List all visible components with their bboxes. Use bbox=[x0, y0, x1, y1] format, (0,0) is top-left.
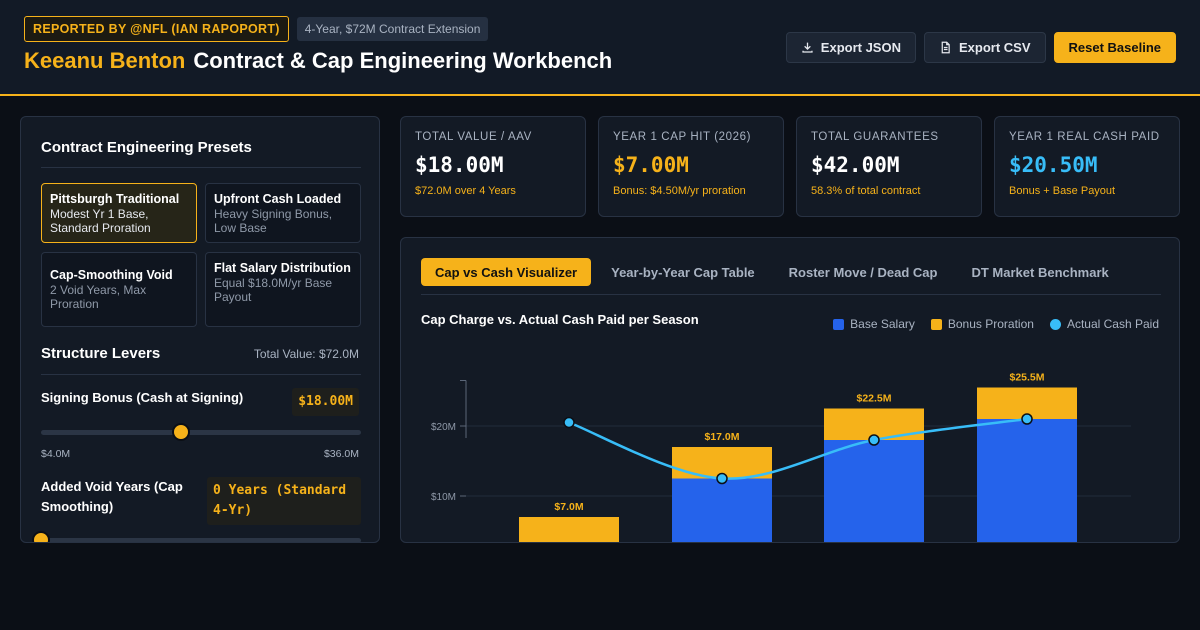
kpi-label: TOTAL VALUE / AAV bbox=[415, 131, 532, 143]
signing-bonus-min: $4.0M bbox=[41, 448, 71, 460]
kpi-total-value: TOTAL VALUE / AAV $18.00M $72.0M over 4 … bbox=[400, 116, 586, 217]
legend-swatch-base bbox=[833, 318, 845, 330]
legend-label: Base Salary bbox=[850, 317, 915, 331]
left-panel: Contract Engineering Presets Pittsburgh … bbox=[20, 116, 380, 543]
bar-total-label: $22.5M bbox=[856, 393, 891, 405]
void-years-value: 0 Years (Standard 4-Yr) bbox=[207, 477, 361, 525]
kpi-total-guarantees: TOTAL GUARANTEES $42.00M 58.3% of total … bbox=[796, 116, 982, 217]
tab-cap-table[interactable]: Year-by-Year Cap Table bbox=[611, 264, 755, 280]
legend-label: Actual Cash Paid bbox=[1066, 317, 1159, 331]
bar-base-salary bbox=[824, 440, 924, 542]
download-icon bbox=[802, 42, 813, 53]
levers-title: Structure Levers bbox=[41, 345, 161, 362]
legend-actual-cash[interactable]: Actual Cash Paid bbox=[1049, 317, 1159, 331]
export-csv-button[interactable]: Export CSV bbox=[923, 32, 1046, 63]
signing-bonus-max: $36.0M bbox=[323, 448, 359, 460]
app-header: REPORTED BY @NFL (IAN RAPOPORT) 4-Year, … bbox=[0, 0, 1200, 96]
workbench-title: Contract & Cap Engineering Workbench bbox=[193, 48, 613, 73]
preset-cap-smoothing-void[interactable]: Cap-Smoothing Void 2 Void Years, Max Pro… bbox=[41, 252, 197, 327]
cash-paid-point bbox=[716, 472, 728, 485]
kpi-sub: Bonus + Base Payout bbox=[1009, 185, 1116, 197]
signing-bonus-label: Signing Bonus (Cash at Signing) bbox=[41, 390, 244, 405]
legend-swatch-bonus bbox=[930, 318, 942, 330]
tab-roster-move[interactable]: Roster Move / Dead Cap bbox=[788, 264, 938, 280]
chart-legend: Base Salary Bonus Proration Actual Cash … bbox=[833, 317, 1159, 331]
kpi-value: $7.00M bbox=[613, 153, 689, 177]
bar-total-label: $7.0M bbox=[554, 501, 583, 513]
badge-row: REPORTED BY @NFL (IAN RAPOPORT) 4-Year, … bbox=[24, 16, 489, 42]
void-years-label: Added Void Years (Cap Smoothing) bbox=[41, 479, 183, 514]
preset-desc: Modest Yr 1 Base, Standard Proration bbox=[50, 207, 151, 235]
reset-baseline-button[interactable]: Reset Baseline bbox=[1053, 32, 1176, 63]
tab-cap-vs-cash[interactable]: Cap vs Cash Visualizer bbox=[421, 258, 592, 286]
y-tick-label: $10M bbox=[431, 492, 456, 503]
presets-divider bbox=[41, 167, 361, 168]
page-title: Keeanu Benton Contract & Cap Engineering… bbox=[24, 48, 612, 74]
kpi-value: $42.00M bbox=[811, 153, 900, 177]
cash-paid-point bbox=[1021, 413, 1033, 425]
preset-pittsburgh-traditional[interactable]: Pittsburgh Traditional Modest Yr 1 Base,… bbox=[41, 183, 197, 243]
preset-desc: 2 Void Years, Max Proration bbox=[50, 283, 147, 311]
signing-bonus-slider-handle[interactable] bbox=[172, 423, 190, 441]
kpi-value: $18.00M bbox=[415, 153, 504, 177]
bar-base-salary bbox=[672, 478, 772, 542]
reporter-badge: REPORTED BY @NFL (IAN RAPOPORT) bbox=[24, 16, 289, 42]
void-years-slider[interactable] bbox=[32, 531, 361, 542]
levers-divider bbox=[41, 374, 361, 375]
deal-badge: 4-Year, $72M Contract Extension bbox=[296, 17, 489, 41]
kpi-sub: $72.0M over 4 Years bbox=[415, 185, 516, 197]
kpi-label: YEAR 1 CAP HIT (2026) bbox=[613, 131, 752, 143]
kpi-year1-real-cash: YEAR 1 REAL CASH PAID $20.50M Bonus + Ba… bbox=[994, 116, 1180, 217]
cash-paid-point bbox=[868, 434, 880, 446]
player-name: Keeanu Benton bbox=[24, 48, 186, 73]
bar-total-label: $25.5M bbox=[1009, 372, 1044, 384]
preset-name: Pittsburgh Traditional bbox=[50, 192, 180, 206]
reset-baseline-label: Reset Baseline bbox=[1068, 40, 1162, 55]
tab-divider bbox=[421, 294, 1161, 295]
view-tabs: Cap vs Cash Visualizer Year-by-Year Cap … bbox=[421, 258, 1123, 286]
chart-title: Cap Charge vs. Actual Cash Paid per Seas… bbox=[421, 312, 699, 327]
cash-paid-point bbox=[563, 416, 575, 429]
legend-label: Bonus Proration bbox=[947, 317, 1034, 331]
preset-upfront-cash-loaded[interactable]: Upfront Cash Loaded Heavy Signing Bonus,… bbox=[205, 183, 361, 243]
export-json-label: Export JSON bbox=[820, 40, 901, 55]
signing-bonus-value: $18.00M bbox=[292, 388, 359, 416]
legend-base-salary[interactable]: Base Salary bbox=[833, 317, 915, 331]
kpi-label: YEAR 1 REAL CASH PAID bbox=[1009, 131, 1160, 143]
preset-name: Cap-Smoothing Void bbox=[50, 268, 173, 282]
kpi-sub: 58.3% of total contract bbox=[811, 185, 921, 197]
legend-swatch-cash bbox=[1049, 318, 1061, 330]
kpi-sub: Bonus: $4.50M/yr proration bbox=[613, 185, 746, 197]
document-icon bbox=[941, 41, 950, 54]
legend-bonus-proration[interactable]: Bonus Proration bbox=[930, 317, 1034, 331]
y-tick-label: $20M bbox=[431, 422, 456, 433]
bar-total-label: $17.0M bbox=[704, 431, 739, 443]
bar-base-salary bbox=[977, 419, 1077, 542]
presets-title: Contract Engineering Presets bbox=[41, 139, 252, 156]
preset-name: Flat Salary Distribution bbox=[214, 261, 351, 275]
preset-flat-salary-distribution[interactable]: Flat Salary Distribution Equal $18.0M/yr… bbox=[205, 252, 361, 327]
header-actions: Export JSON Export CSV Reset Baseline bbox=[785, 32, 1176, 63]
cap-vs-cash-chart: $10M $20M $7.0M $17.0M $22.5M $25.5M bbox=[431, 372, 1131, 542]
kpi-label: TOTAL GUARANTEES bbox=[811, 131, 939, 143]
preset-desc: Equal $18.0M/yr Base Payout bbox=[214, 276, 333, 304]
preset-desc: Heavy Signing Bonus, Low Base bbox=[214, 207, 333, 235]
kpi-value: $20.50M bbox=[1009, 153, 1098, 177]
kpi-year1-cap-hit: YEAR 1 CAP HIT (2026) $7.00M Bonus: $4.5… bbox=[598, 116, 784, 217]
export-json-button[interactable]: Export JSON bbox=[785, 32, 916, 63]
total-value: Total Value: $72.0M bbox=[253, 347, 359, 361]
signing-bonus-slider[interactable] bbox=[41, 423, 361, 441]
cash-paid-line bbox=[568, 417, 1028, 480]
void-years-slider-handle[interactable] bbox=[32, 531, 50, 542]
preset-name: Upfront Cash Loaded bbox=[214, 192, 342, 206]
chart-panel: Cap vs Cash Visualizer Year-by-Year Cap … bbox=[400, 237, 1180, 543]
tab-market-benchmark[interactable]: DT Market Benchmark bbox=[971, 264, 1109, 280]
export-csv-label: Export CSV bbox=[958, 40, 1031, 55]
bar-bonus-proration bbox=[519, 517, 619, 542]
